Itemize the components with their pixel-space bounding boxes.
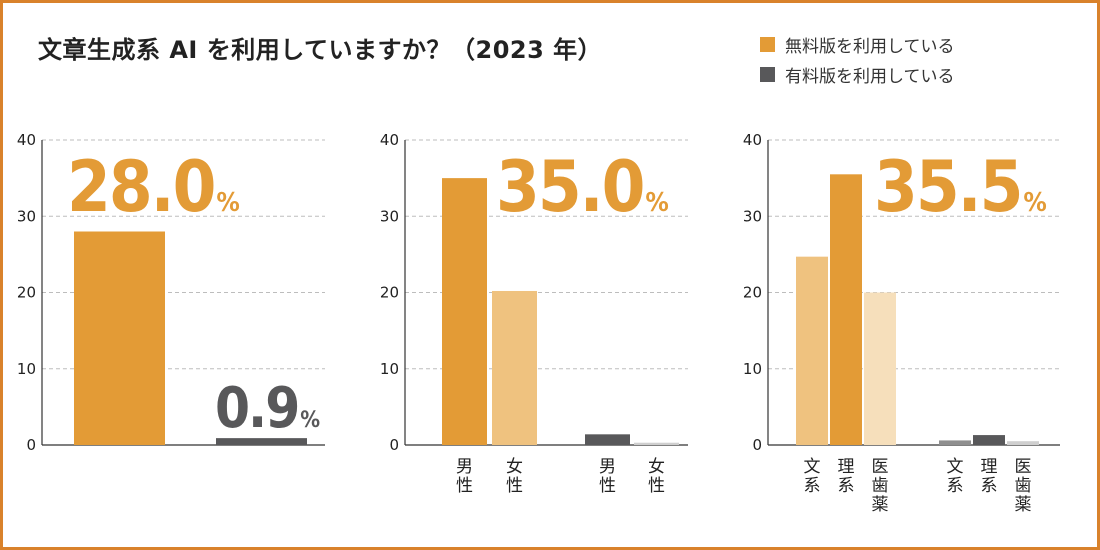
value-label-unit: % <box>1023 188 1046 218</box>
chart-title: 文章生成系 AI を利用していますか？（2023 年） <box>38 36 603 64</box>
category-label-char: 系 <box>981 476 998 496</box>
legend-label-paid: 有料版を利用している <box>785 66 955 87</box>
category-label-char: 医 <box>872 457 889 477</box>
category-label-char: 歯 <box>1015 476 1032 496</box>
y-tick-label: 20 <box>743 284 762 302</box>
legend: 無料版を利用している 有料版を利用している <box>760 29 955 89</box>
category-label-char: 理 <box>981 457 998 477</box>
value-label-unit: % <box>645 188 668 218</box>
bar-free-文系 <box>796 256 828 445</box>
bar-paid-男性 <box>585 434 630 445</box>
category-label-char: 男 <box>599 457 616 477</box>
y-tick-label: 20 <box>17 284 36 302</box>
category-label-char: 男 <box>456 457 473 477</box>
category-label-char: 系 <box>838 476 855 496</box>
legend-swatch-paid <box>760 66 775 82</box>
bar-free-理系 <box>830 174 862 445</box>
y-tick-label: 40 <box>17 131 36 149</box>
bar-paid-理系 <box>973 435 1005 445</box>
y-tick-label: 30 <box>17 207 36 225</box>
category-label-char: 文 <box>804 457 821 477</box>
y-tick-label: 30 <box>380 207 399 225</box>
category-label-char: 系 <box>947 476 964 496</box>
value-label: 35.5% <box>874 146 1046 228</box>
y-tick-label: 40 <box>743 131 762 149</box>
bar-free-医歯薬 <box>864 292 896 445</box>
bar-paid-医歯薬 <box>1007 441 1039 445</box>
category-label-char: 理 <box>838 457 855 477</box>
bar-free-女性 <box>492 290 537 445</box>
y-tick-label: 10 <box>743 360 762 378</box>
category-label-char: 女 <box>648 457 665 477</box>
y-tick-label: 10 <box>380 360 399 378</box>
value-label-number: 35.0 <box>496 146 643 228</box>
legend-item-paid: 有料版を利用している <box>760 59 955 89</box>
category-label-char: 薬 <box>1015 495 1032 515</box>
bar-paid-女性 <box>634 442 679 445</box>
y-tick-label: 0 <box>26 436 36 454</box>
value-label: 28.0% <box>67 146 239 228</box>
category-label-char: 薬 <box>872 495 889 515</box>
category-label-char: 女 <box>506 457 523 477</box>
value-label-unit: % <box>300 408 320 433</box>
category-label-char: 医 <box>1015 457 1032 477</box>
y-tick-label: 0 <box>389 436 399 454</box>
category-label-char: 性 <box>506 476 523 496</box>
category-label-char: 性 <box>456 476 473 496</box>
y-tick-label: 20 <box>380 284 399 302</box>
y-tick-label: 0 <box>752 436 762 454</box>
bar-free-男性 <box>442 178 487 445</box>
bar-paid <box>216 438 307 445</box>
y-tick-label: 30 <box>743 207 762 225</box>
value-label-unit: % <box>216 188 239 218</box>
category-label-char: 歯 <box>872 476 889 496</box>
bar-free <box>74 231 165 445</box>
category-label-char: 系 <box>804 476 821 496</box>
value-label: 0.9% <box>215 376 320 441</box>
category-label-char: 性 <box>648 476 665 496</box>
legend-label-free: 無料版を利用している <box>785 36 955 57</box>
value-label-number: 28.0 <box>67 146 214 228</box>
legend-swatch-free <box>760 36 775 52</box>
value-label: 35.0% <box>496 146 668 228</box>
bar-paid-文系 <box>939 440 971 445</box>
category-label-char: 文 <box>947 457 964 477</box>
category-label-char: 性 <box>599 476 616 496</box>
y-tick-label: 10 <box>17 360 36 378</box>
legend-item-free: 無料版を利用している <box>760 29 955 59</box>
value-label-number: 0.9 <box>215 376 298 441</box>
value-label-number: 35.5 <box>874 146 1021 228</box>
y-tick-label: 40 <box>380 131 399 149</box>
